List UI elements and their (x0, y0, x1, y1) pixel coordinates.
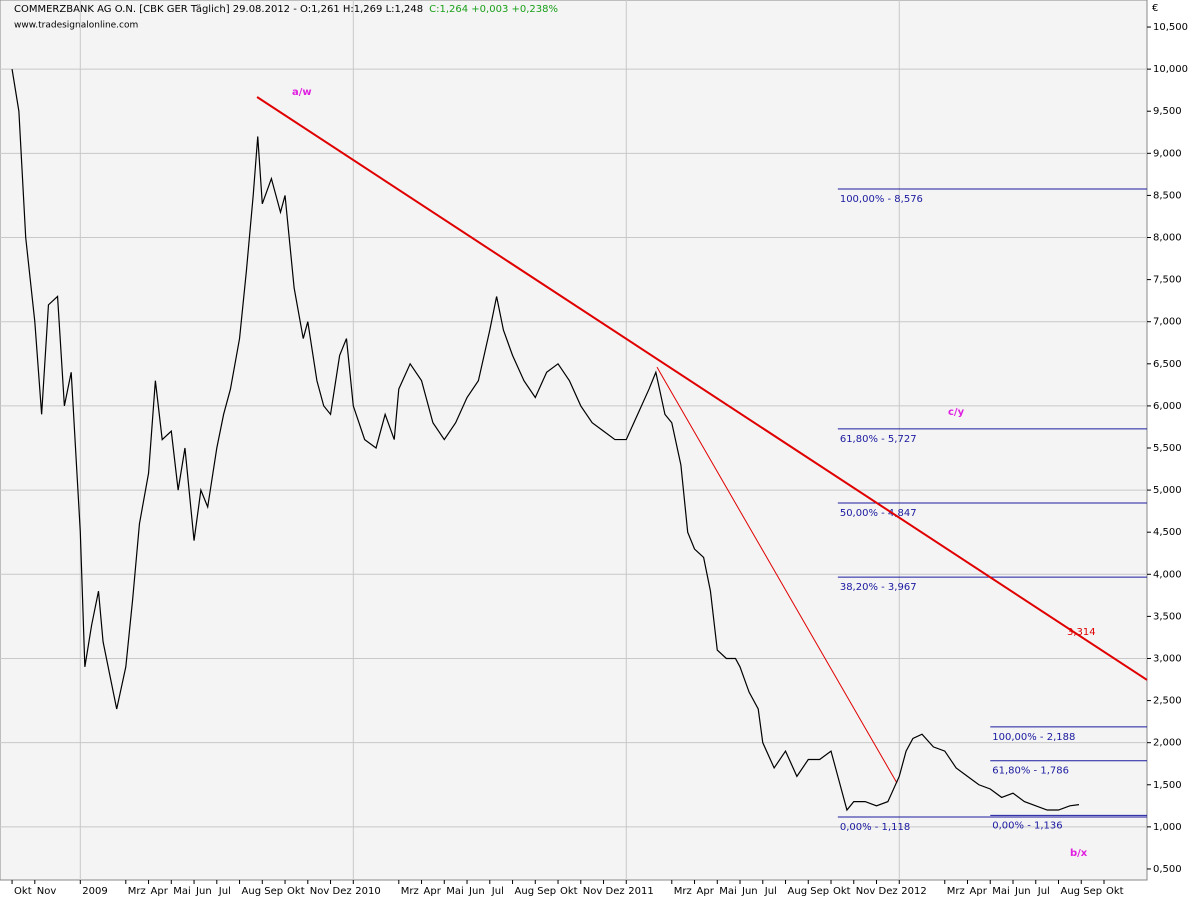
wave-label: b/x (1070, 848, 1088, 859)
wave-label: a/w (292, 87, 312, 98)
y-tick-label: 2,500 (1153, 696, 1182, 707)
y-tick-label: 6,000 (1153, 401, 1182, 412)
x-tick-label: Jul (218, 886, 231, 897)
y-tick-label: 5,000 (1153, 485, 1182, 496)
x-tick-label: 2010 (355, 886, 380, 897)
y-tick-label: 8,500 (1153, 190, 1182, 201)
x-tick-label: Dez (333, 886, 352, 897)
x-tick-label: 2011 (628, 886, 653, 897)
y-tick-label: 3,500 (1153, 611, 1182, 622)
fib-label: 100,00% - 2,188 (992, 732, 1075, 743)
x-tick-label: Nov (583, 886, 603, 897)
x-tick-label: Aug (788, 886, 808, 897)
x-tick-label: Sep (810, 886, 829, 897)
x-tick-label: Sep (264, 886, 283, 897)
x-tick-label: Dez (606, 886, 625, 897)
x-tick-label: Sep (1083, 886, 1102, 897)
x-tick-label: Aug (515, 886, 535, 897)
x-tick-label: Mai (173, 886, 191, 897)
y-tick-label: 3,000 (1153, 653, 1182, 664)
x-tick-label: Sep (537, 886, 556, 897)
y-tick-label: 10,000 (1153, 64, 1188, 75)
x-tick-label: Mrz (401, 886, 419, 897)
x-tick-label: Jun (468, 886, 485, 897)
x-tick-label: Jul (1037, 886, 1050, 897)
x-tick-label: Mai (719, 886, 737, 897)
fib-label: 38,20% - 3,967 (840, 582, 917, 593)
x-tick-label: Okt (560, 886, 578, 897)
x-tick-label: Jun (1014, 886, 1031, 897)
x-tick-label: Nov (37, 886, 57, 897)
fib-label: 50,00% - 4,847 (840, 508, 917, 519)
fib-label: 100,00% - 8,576 (840, 194, 923, 205)
y-tick-label: 9,000 (1153, 148, 1182, 159)
price-line (11, 69, 1080, 812)
y-tick-label: 8,000 (1153, 233, 1182, 244)
x-tick-label: 2012 (901, 886, 926, 897)
x-tick-label: Mai (446, 886, 464, 897)
x-tick-label: Apr (697, 886, 715, 897)
y-unit: € (1152, 3, 1158, 14)
x-tick-label: Aug (242, 886, 262, 897)
x-tick-label: Dez (879, 886, 898, 897)
x-tick-label: Mrz (947, 886, 965, 897)
trendline (656, 366, 898, 784)
x-tick-label: Apr (424, 886, 442, 897)
fib-label: 0,00% - 1,136 (992, 820, 1062, 831)
fib-label: 61,80% - 5,727 (840, 434, 917, 445)
x-tick-label: Jun (195, 886, 212, 897)
y-tick-label: 1,000 (1153, 822, 1182, 833)
x-tick-label: Mai (992, 886, 1010, 897)
x-tick-label: Okt (14, 886, 32, 897)
y-tick-label: 2,000 (1153, 738, 1182, 749)
y-tick-label: 10,500 (1153, 22, 1188, 33)
trendline (256, 96, 1148, 681)
watermark: www.tradesignalonline.com (14, 21, 138, 31)
plot-area (0, 0, 1148, 881)
x-tick-label: Mrz (674, 886, 692, 897)
x-tick-label: Nov (856, 886, 876, 897)
y-tick-label: 4,500 (1153, 527, 1182, 538)
x-tick-label: Nov (310, 886, 330, 897)
y-tick-label: 5,500 (1153, 443, 1182, 454)
x-tick-label: Mrz (128, 886, 146, 897)
y-tick-label: 9,500 (1153, 106, 1182, 117)
chart-change: C:1,264 +0,003 +0,238% (429, 4, 558, 15)
x-tick-label: Jul (491, 886, 504, 897)
fib-label: 61,80% - 1,786 (992, 766, 1069, 777)
x-tick-label: 2009 (82, 886, 107, 897)
x-tick-label: Aug (1061, 886, 1081, 897)
x-tick-label: Apr (151, 886, 169, 897)
y-tick-label: 6,500 (1153, 359, 1182, 370)
y-tick-label: 0,500 (1153, 864, 1182, 875)
trend-label: 3,314 (1067, 627, 1096, 638)
x-tick-label: Apr (970, 886, 988, 897)
y-tick-label: 4,000 (1153, 569, 1182, 580)
x-tick-label: Okt (1106, 886, 1124, 897)
y-tick-label: 7,000 (1153, 317, 1182, 328)
x-tick-label: Jul (764, 886, 777, 897)
y-tick-label: 1,500 (1153, 780, 1182, 791)
fib-label: 0,00% - 1,118 (840, 822, 910, 833)
x-tick-label: Okt (833, 886, 851, 897)
wave-label: c/y (948, 407, 965, 418)
x-tick-label: Jun (741, 886, 758, 897)
y-tick-label: 7,500 (1153, 275, 1182, 286)
x-tick-label: Okt (287, 886, 305, 897)
chart-title: COMMERZBANK AG O.N. [CBK GER Täglich] 29… (14, 4, 423, 15)
